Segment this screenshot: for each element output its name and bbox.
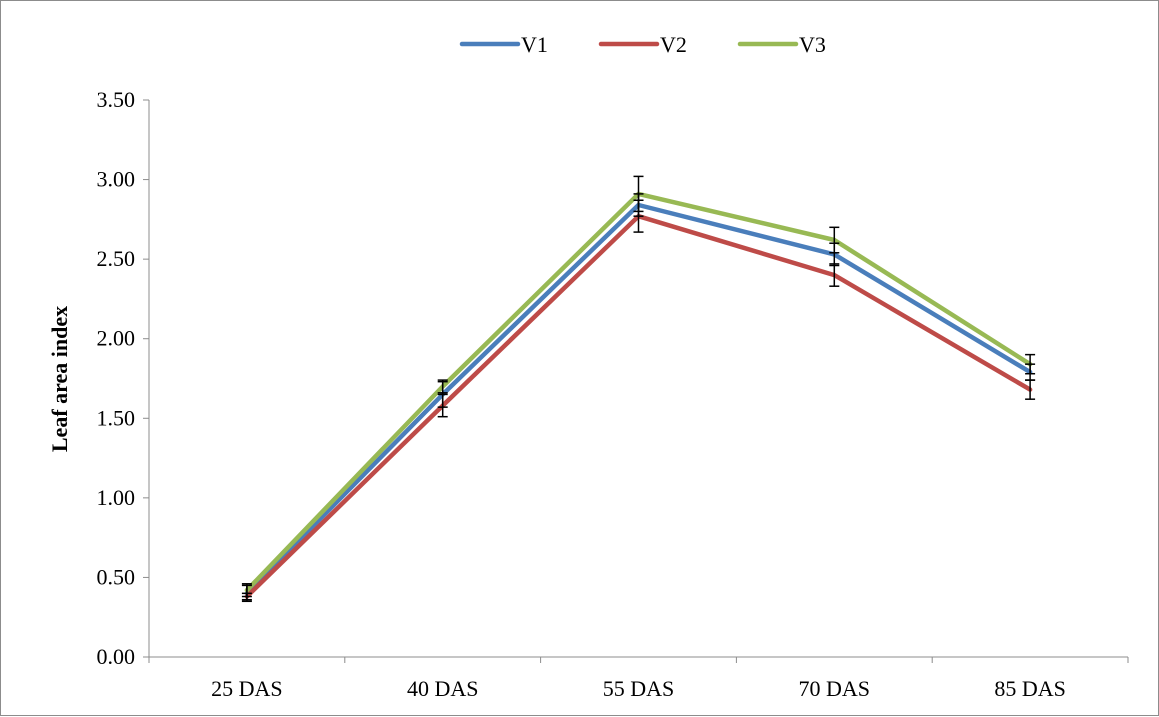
- y-tick-label: 1.50: [97, 405, 136, 430]
- y-tick-label: 3.00: [97, 167, 136, 192]
- legend-label-v1: V1: [521, 32, 548, 57]
- error-bar-v2: [1025, 379, 1036, 400]
- y-tick-label: 3.50: [97, 87, 136, 112]
- series-line-v2: [244, 213, 1033, 599]
- series-line-v1: [244, 202, 1033, 596]
- legend: V1 V2 V3: [459, 32, 826, 57]
- x-axis-ticks: 25 DAS 40 DAS 55 DAS 70 DAS 85 DAS: [148, 657, 1129, 701]
- series-group: [244, 191, 1033, 599]
- x-tick-label: 55 DAS: [603, 676, 675, 701]
- error-bar-v3: [437, 379, 448, 394]
- error-bar-v2: [829, 263, 840, 287]
- y-tick-label: 2.00: [97, 326, 136, 351]
- error-bar-v3: [633, 175, 644, 213]
- error-bar-v3: [241, 583, 252, 598]
- y-tick-label: 1.00: [97, 485, 136, 510]
- y-axis-title: Leaf area index: [47, 306, 72, 452]
- x-tick-label: 25 DAS: [211, 676, 283, 701]
- error-bars: [241, 175, 1036, 603]
- error-bar-v2: [437, 393, 448, 418]
- y-axis-ticks: 0.00 0.50 1.00 1.50 2.00 2.50 3.00 3.50: [97, 87, 149, 669]
- y-tick-label: 0.00: [97, 644, 136, 669]
- series-line-v3: [244, 191, 1033, 593]
- y-tick-label: 0.50: [97, 564, 136, 589]
- axes: [148, 100, 1128, 658]
- error-bar-v3: [1025, 353, 1036, 375]
- legend-label-v2: V2: [660, 32, 687, 57]
- error-bar-v3: [829, 226, 840, 254]
- x-tick-label: 40 DAS: [407, 676, 479, 701]
- y-tick-label: 2.50: [97, 246, 136, 271]
- x-tick-label: 85 DAS: [994, 676, 1066, 701]
- x-tick-label: 70 DAS: [799, 676, 871, 701]
- legend-label-v3: V3: [799, 32, 826, 57]
